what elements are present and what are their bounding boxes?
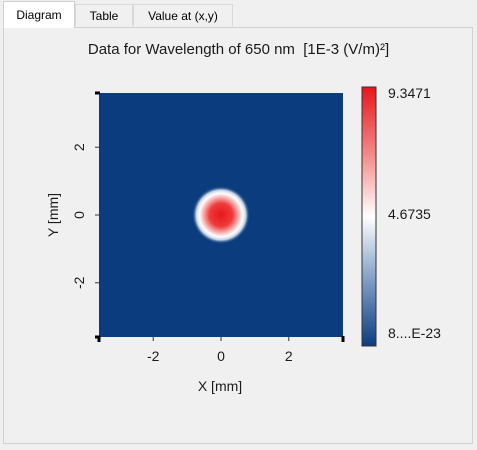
tab-value-at-xy[interactable]: Value at (x,y) — [133, 4, 233, 26]
colorbar-mid-label: 4.6735 — [388, 206, 431, 222]
chart-title: Data for Wavelength of 650 nm [1E-3 (V/m… — [87, 41, 390, 58]
intensity-peak — [192, 186, 250, 244]
tab-diagram[interactable]: Diagram — [3, 1, 75, 28]
y-axis-label: Y [mm] — [45, 193, 61, 237]
x-axis-label: X [mm] — [198, 378, 242, 394]
tab-table[interactable]: Table — [75, 4, 133, 26]
y-tick-label: -2 — [71, 276, 87, 289]
colorbar-min-label: 8....E-23 — [388, 325, 441, 341]
colorbar-max-label: 9.3471 — [388, 85, 431, 101]
colorbar — [361, 86, 377, 347]
y-tick-label: 2 — [71, 143, 87, 151]
tab-bar: Diagram Table Value at (x,y) — [0, 0, 477, 30]
x-tick-label: 2 — [285, 348, 293, 364]
plot-area: -2 0 2 -2 0 2 — [71, 91, 345, 364]
y-tick-label: 0 — [71, 211, 87, 219]
x-tick-label: -2 — [147, 348, 160, 364]
x-tick-label: 0 — [217, 348, 225, 364]
